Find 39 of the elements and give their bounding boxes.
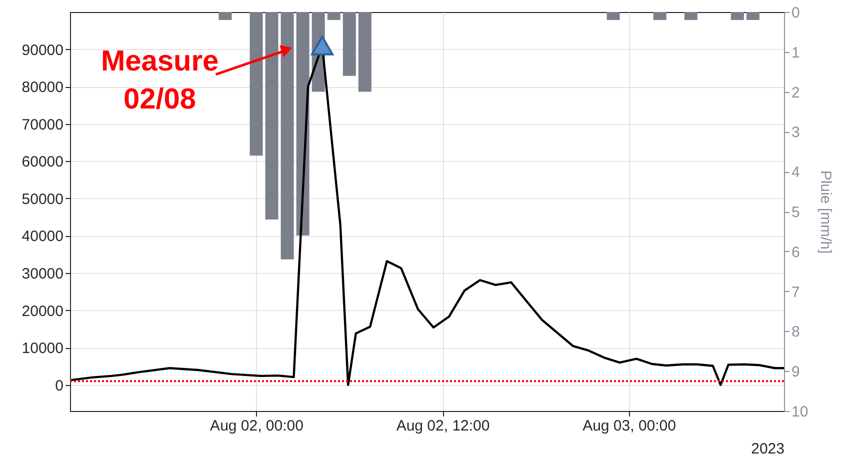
y2-tick-label: 1 [792,44,800,62]
y-tick-label: 50000 [22,190,64,208]
bar [218,12,232,20]
y-tick-label: 10000 [22,340,64,358]
y2-tick-label: 7 [792,284,800,301]
y-tick-label: 40000 [22,228,64,246]
y-tick-label: 60000 [22,154,64,171]
bar [730,12,744,20]
y2-tick-label: 5 [792,204,800,221]
y2-tick-label: 9 [792,364,800,381]
x-axis-title: 2023 [751,440,784,458]
x-tick-label: Aug 03, 00:00 [582,418,676,434]
y2-tick-label: 4 [792,164,800,182]
x-tick-label: Aug 02, 00:00 [210,418,304,434]
y-tick-label: 0 [55,377,64,394]
y2-tick-label: 8 [792,324,800,341]
bar [684,12,698,20]
y2-tick-label: 10 [792,404,808,420]
y2-tick-label: 6 [792,244,800,261]
y2-tick-label: 0 [792,4,800,22]
bar [653,12,666,20]
bar [358,12,372,92]
y-tick-label: 20000 [22,302,64,320]
y-tick-label: 30000 [22,266,64,283]
x-tick-label: Aug 02, 12:00 [396,418,490,434]
annotation: Measure 02/08 [100,45,219,116]
bar [280,12,294,260]
bar [746,12,760,20]
bar [606,12,620,20]
y-tick-label: 90000 [22,42,64,59]
y2-tick-label: 3 [792,124,800,142]
bar [327,12,340,20]
bar [265,12,278,220]
y2-tick-label: 2 [792,84,800,102]
y2-axis-title: Pluie [mm/h] [817,170,834,254]
bar [342,12,356,76]
bar [250,12,263,156]
y-tick-label: 80000 [22,79,64,96]
y-tick-label: 70000 [22,116,64,134]
